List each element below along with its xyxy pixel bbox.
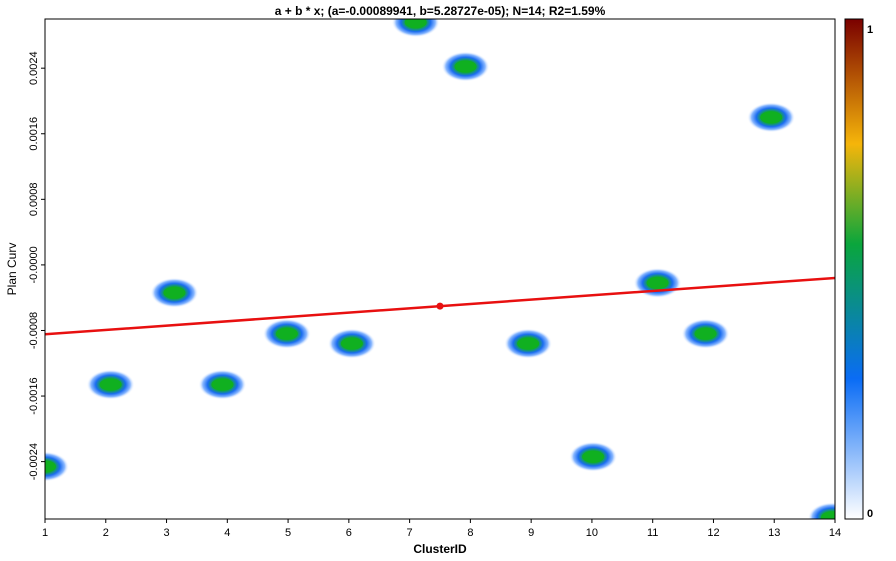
data-point-7 — [404, 19, 427, 29]
x-tick-label: 8 — [467, 527, 473, 539]
colorbar-min-label: 0 — [867, 508, 873, 520]
data-point-5 — [275, 327, 298, 340]
x-tick-label: 12 — [707, 527, 719, 539]
data-point-11 — [646, 276, 669, 289]
data-point-4 — [211, 378, 234, 391]
data-point-10 — [582, 450, 605, 463]
x-tick-label: 6 — [346, 527, 352, 539]
y-tick-label: -0.0008 — [28, 312, 40, 349]
x-tick-label: 1 — [42, 527, 48, 539]
x-tick-label: 5 — [285, 527, 291, 539]
data-point-6 — [340, 337, 363, 350]
colorbar-max-label: 1 — [867, 24, 873, 36]
x-tick-label: 13 — [768, 527, 780, 539]
plot-border — [44, 18, 836, 520]
data-point-14 — [820, 511, 835, 519]
y-tick-label: 0.0024 — [28, 51, 40, 85]
x-tick-label: 4 — [224, 527, 230, 539]
y-tick-label: -0.0000 — [28, 246, 40, 283]
x-tick-label: 9 — [528, 527, 534, 539]
chart-title: a + b * x; (a=-0.00089941, b=5.28727e-05… — [275, 4, 606, 18]
regression-center-point — [436, 302, 444, 310]
data-point-8 — [454, 60, 477, 73]
y-tick-label: 0.0008 — [28, 182, 40, 216]
y-axis-title: Plan Curv — [5, 243, 19, 296]
x-tick-label: 14 — [829, 527, 841, 539]
x-tick-label: 3 — [163, 527, 169, 539]
plot-area — [45, 19, 835, 519]
data-point-13 — [760, 111, 783, 124]
y-tick-label: 0.0016 — [28, 117, 40, 151]
colorbar — [844, 18, 864, 520]
y-tick-label: -0.0024 — [28, 443, 40, 480]
data-point-halo-1 — [45, 451, 69, 482]
data-point-1 — [45, 460, 56, 473]
x-tick-label: 7 — [407, 527, 413, 539]
data-point-3 — [163, 286, 186, 299]
data-point-2 — [99, 378, 122, 391]
data-point-12 — [694, 327, 717, 340]
y-tick-label: -0.0016 — [28, 377, 40, 414]
x-tick-label: 10 — [586, 527, 598, 539]
x-tick-label: 2 — [103, 527, 109, 539]
x-tick-label: 11 — [647, 527, 658, 539]
data-point-9 — [517, 337, 540, 350]
x-axis-title: ClusterID — [413, 542, 467, 556]
